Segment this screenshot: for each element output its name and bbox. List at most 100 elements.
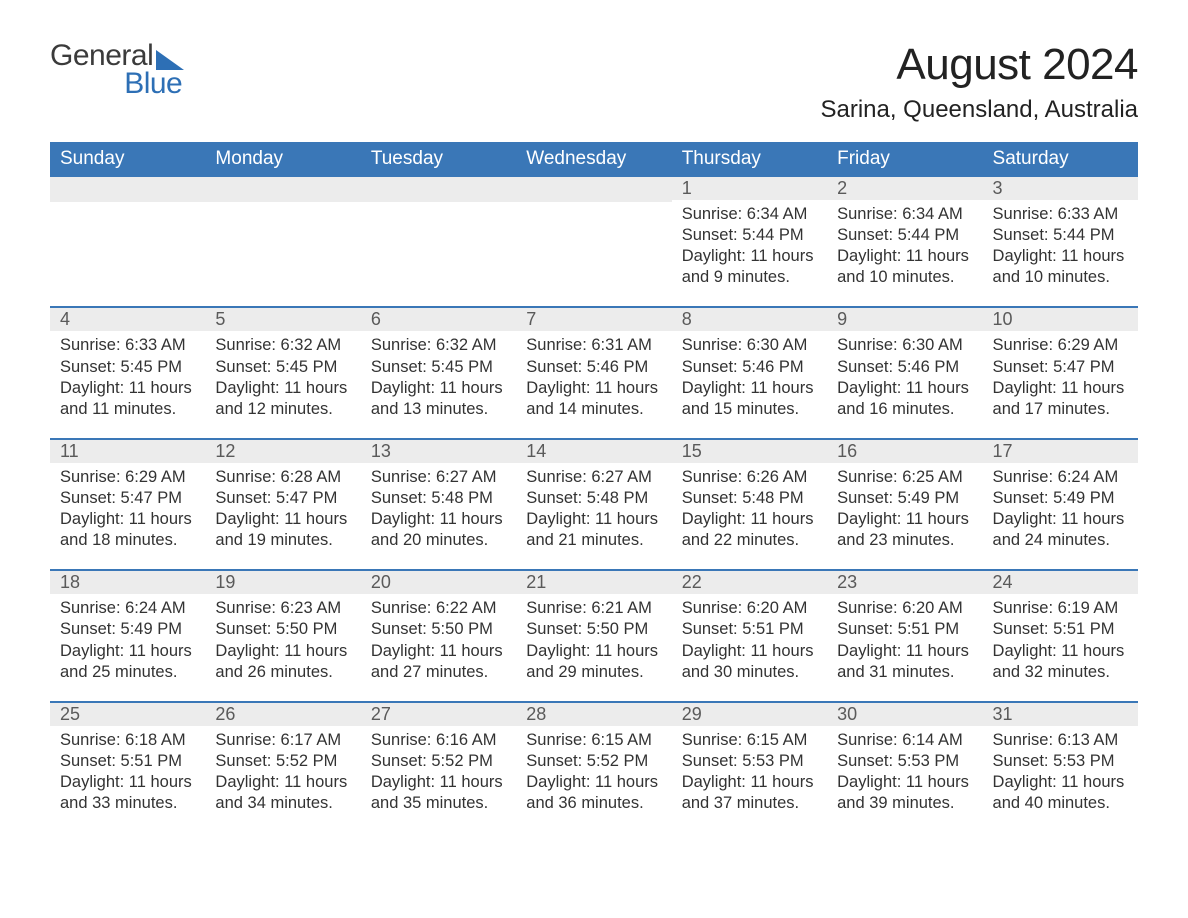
weekday-tuesday: Tuesday	[361, 142, 516, 177]
daylight-line: Daylight: 11 hours and 13 minutes.	[371, 378, 506, 420]
day-info: Sunrise: 6:21 AMSunset: 5:50 PMDaylight:…	[526, 598, 661, 682]
daylight-line: Daylight: 11 hours and 10 minutes.	[837, 246, 972, 288]
sunset-line: Sunset: 5:51 PM	[60, 751, 195, 772]
week-row: 25 Sunrise: 6:18 AMSunset: 5:51 PM Dayligh…	[50, 701, 1138, 832]
calendar-body: 1Sunrise: 6:34 AMSunset: 5:44 PMDaylight…	[50, 177, 1138, 832]
daylight-line: Daylight: 11 hours and 19 minutes.	[215, 509, 350, 551]
sunrise-line: Sunrise: 6:31 AM	[526, 335, 661, 356]
day-cell-21: 21Sunrise: 6:21 AMSunset: 5:50 PMDayligh…	[516, 569, 671, 700]
day-cell-18: 18Sunrise: 6:24 AMSunset: 5:49 PMDayligh…	[50, 569, 205, 700]
daylight-line: Daylight: 11 hours and 23 minutes.	[837, 509, 972, 551]
day-number: 1	[672, 178, 692, 198]
day-number-band: 30	[827, 701, 982, 726]
sunset-line: Sunset: 5:49 PM	[837, 488, 972, 509]
day-info: Sunrise: 6:32 AMSunset: 5:45 PMDaylight:…	[371, 335, 506, 419]
day-number-band: 19	[205, 569, 360, 594]
sunrise-line: Sunrise: 6:25 AM	[837, 467, 972, 488]
sunset-line: Sunset: 5:50 PM	[371, 619, 506, 640]
day-number-band: 5	[205, 306, 360, 331]
day-number-band	[361, 177, 516, 202]
sunrise-line: Sunrise: 6:33 AM	[993, 204, 1128, 225]
day-info: Sunrise: 6:20 AMSunset: 5:51 PMDaylight:…	[682, 598, 817, 682]
daylight-line: Daylight: 11 hours and 18 minutes.	[60, 509, 195, 551]
weekday-thursday: Thursday	[672, 142, 827, 177]
day-number: 7	[516, 309, 536, 329]
day-number: 24	[983, 572, 1013, 592]
day-info: Sunrise: 6:28 AMSunset: 5:47 PMDaylight:…	[215, 467, 350, 551]
daylight-line: Daylight: 11 hours and 22 minutes.	[682, 509, 817, 551]
day-number: 31	[983, 704, 1013, 724]
day-number: 27	[361, 704, 391, 724]
day-info: Sunrise: 6:27 AMSunset: 5:48 PMDaylight:…	[526, 467, 661, 551]
day-cell-15: 15Sunrise: 6:26 AMSunset: 5:48 PMDayligh…	[672, 438, 827, 569]
day-cell-28: 28Sunrise: 6:15 AMSunset: 5:52 PMDayligh…	[516, 701, 671, 832]
day-info: Sunrise: 6:33 AMSunset: 5:44 PMDaylight:…	[993, 204, 1128, 288]
daylight-line: Daylight: 11 hours and 37 minutes.	[682, 772, 817, 814]
day-number-band: 4	[50, 306, 205, 331]
day-cell-17: 17Sunrise: 6:24 AMSunset: 5:49 PMDayligh…	[983, 438, 1138, 569]
daylight-line: Daylight: 11 hours and 36 minutes.	[526, 772, 661, 814]
sunset-line: Sunset: 5:52 PM	[526, 751, 661, 772]
sunset-line: Sunset: 5:47 PM	[215, 488, 350, 509]
location-subtitle: Sarina, Queensland, Australia	[820, 96, 1138, 124]
sunset-line: Sunset: 5:46 PM	[682, 357, 817, 378]
sunset-line: Sunset: 5:53 PM	[993, 751, 1128, 772]
daylight-line: Daylight: 11 hours and 29 minutes.	[526, 641, 661, 683]
day-cell-26: 26 Sunrise: 6:17 AMSunset: 5:52 PMDayligh…	[205, 701, 360, 832]
sunset-line: Sunset: 5:45 PM	[371, 357, 506, 378]
day-number-band: 2	[827, 177, 982, 200]
weekday-sunday: Sunday	[50, 142, 205, 177]
sunrise-line: Sunrise: 6:16 AM	[371, 730, 506, 751]
day-number: 13	[361, 441, 391, 461]
day-number: 8	[672, 309, 692, 329]
day-cell-23: 23Sunrise: 6:20 AMSunset: 5:51 PMDayligh…	[827, 569, 982, 700]
day-info: Sunrise: 6:14 AMSunset: 5:53 PMDaylight:…	[837, 730, 972, 814]
day-cell-12: 12 Sunrise: 6:28 AMSunset: 5:47 PMDayligh…	[205, 438, 360, 569]
day-cell-2: 2Sunrise: 6:34 AMSunset: 5:44 PMDaylight…	[827, 177, 982, 306]
empty-cell	[50, 177, 205, 306]
sunset-line: Sunset: 5:44 PM	[837, 225, 972, 246]
sunrise-line: Sunrise: 6:28 AM	[215, 467, 350, 488]
sunset-line: Sunset: 5:44 PM	[993, 225, 1128, 246]
day-number-band: 12	[205, 438, 360, 463]
sunrise-line: Sunrise: 6:18 AM	[60, 730, 195, 751]
day-number: 23	[827, 572, 857, 592]
day-number-band: 3	[983, 177, 1138, 200]
day-info: Sunrise: 6:24 AMSunset: 5:49 PMDaylight:…	[60, 598, 195, 682]
day-number-band: 23	[827, 569, 982, 594]
week-row: 1Sunrise: 6:34 AMSunset: 5:44 PMDaylight…	[50, 177, 1138, 306]
day-info: Sunrise: 6:22 AMSunset: 5:50 PMDaylight:…	[371, 598, 506, 682]
daylight-line: Daylight: 11 hours and 27 minutes.	[371, 641, 506, 683]
day-cell-6: 6Sunrise: 6:32 AMSunset: 5:45 PMDaylight…	[361, 306, 516, 437]
day-number: 9	[827, 309, 847, 329]
day-number-band	[50, 177, 205, 202]
sunrise-line: Sunrise: 6:24 AM	[60, 598, 195, 619]
daylight-line: Daylight: 11 hours and 14 minutes.	[526, 378, 661, 420]
day-number: 30	[827, 704, 857, 724]
sunrise-line: Sunrise: 6:30 AM	[682, 335, 817, 356]
day-cell-11: 11Sunrise: 6:29 AMSunset: 5:47 PMDayligh…	[50, 438, 205, 569]
daylight-line: Daylight: 11 hours and 39 minutes.	[837, 772, 972, 814]
day-number: 11	[50, 441, 79, 461]
day-number-band: 26	[205, 701, 360, 726]
sunset-line: Sunset: 5:46 PM	[837, 357, 972, 378]
day-cell-4: 4 Sunrise: 6:33 AMSunset: 5:45 PMDaylight…	[50, 306, 205, 437]
sunset-line: Sunset: 5:51 PM	[837, 619, 972, 640]
day-number-band: 20	[361, 569, 516, 594]
day-number: 26	[205, 704, 235, 724]
daylight-line: Daylight: 11 hours and 34 minutes.	[215, 772, 350, 814]
sunset-line: Sunset: 5:52 PM	[215, 751, 350, 772]
logo-text-2: Blue	[124, 68, 182, 100]
day-info: Sunrise: 6:24 AMSunset: 5:49 PMDaylight:…	[993, 467, 1128, 551]
daylight-line: Daylight: 11 hours and 12 minutes.	[215, 378, 350, 420]
day-info: Sunrise: 6:33 AMSunset: 5:45 PMDaylight:…	[60, 335, 195, 419]
sunrise-line: Sunrise: 6:34 AM	[682, 204, 817, 225]
sunset-line: Sunset: 5:49 PM	[60, 619, 195, 640]
day-info: Sunrise: 6:25 AMSunset: 5:49 PMDaylight:…	[837, 467, 972, 551]
sunrise-line: Sunrise: 6:32 AM	[215, 335, 350, 356]
sunset-line: Sunset: 5:53 PM	[682, 751, 817, 772]
sunrise-line: Sunrise: 6:17 AM	[215, 730, 350, 751]
day-info: Sunrise: 6:13 AMSunset: 5:53 PMDaylight:…	[993, 730, 1128, 814]
day-number: 25	[50, 704, 80, 724]
sunrise-line: Sunrise: 6:24 AM	[993, 467, 1128, 488]
